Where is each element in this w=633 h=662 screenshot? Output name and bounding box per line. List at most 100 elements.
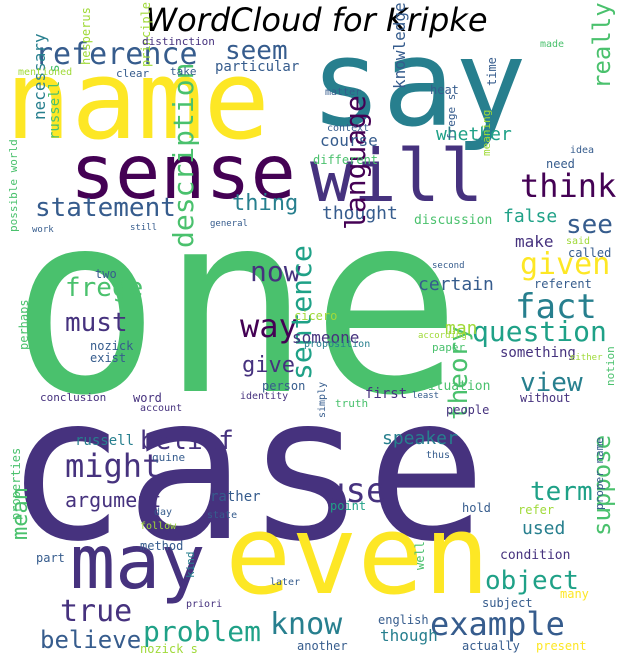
word-heat: heat [430,83,459,97]
word-account: account [140,403,183,414]
word-simply: simply [317,381,328,418]
word-course: course [320,131,378,150]
word-nozick: nozick [90,339,134,353]
word-need: need [546,157,575,171]
word-say: say [310,15,527,154]
word-given: given [520,247,611,282]
word-used: used [522,518,566,539]
chart-title: WordCloud for Kripke [145,1,488,39]
word-though: though [380,626,438,645]
word-state: state [207,510,238,521]
word-false: false [503,206,558,227]
word-really: really [588,2,616,89]
word-view: view [520,368,583,398]
word-well: well [413,541,427,570]
word-meaning: meaning [480,109,493,156]
word-present: present [536,639,587,653]
word-discussion: discussion [414,213,493,228]
word-kind: kind [184,551,197,579]
word-said: said [566,236,591,247]
word-proper-name: proper name [593,437,606,510]
word-something: something [500,345,576,361]
word-perhaps: perhaps [17,299,31,350]
word-may: may [70,518,206,606]
word-will: will [310,134,484,218]
word-according: according [418,331,467,341]
word-clear: clear [116,67,150,80]
word-now: now [250,255,301,288]
word-condition: condition [500,548,571,563]
word-time: time [485,57,499,86]
word-give: give [242,353,295,378]
word-frege-s: frege s [445,93,458,140]
word-cicero: cicero [294,309,338,323]
word-possible-world: possible world [7,139,20,232]
word-truth: truth [335,397,369,410]
word-true: true [60,594,133,629]
word-either: either [570,353,603,363]
word-refer: refer [518,503,555,517]
word-day: day [154,507,173,518]
word-certain: certain [418,274,494,295]
word-general: general [210,219,248,229]
word-thought: thought [322,203,398,224]
word-person: person [262,379,306,393]
word-made: made [540,39,565,50]
word-context: context [327,123,370,134]
word-mentioned: mentioned [18,67,73,78]
word-thing: thing [232,191,299,216]
word-people: people [446,403,490,417]
word-speaker: speaker [382,428,458,449]
word-take: take [170,65,197,78]
word-knowledge: knowledge [390,2,409,89]
word-proposition: proposition [304,339,371,350]
word-term: term [530,477,593,507]
word-rather: rather [210,489,261,505]
word-someone: someone [292,328,360,347]
word-name: name [5,36,270,164]
word-man: man [445,318,478,339]
word-later: later [270,577,301,588]
word-still: still [130,223,158,233]
word-particular: particular [215,59,300,75]
word-actually: actually [462,639,520,653]
word-might: might [65,447,162,485]
word-one: one [10,159,462,450]
word-believe: believe [40,626,142,654]
word-different: different [313,153,379,167]
word-identity: identity [240,391,289,402]
word-method: method [140,539,184,553]
word-must: must [65,308,128,338]
word-first: first [365,386,408,402]
word-english: english [378,613,429,627]
word-subject: subject [482,596,533,610]
word-follow: follow [140,521,177,532]
word-problem: problem [143,615,262,648]
word-statement: statement [35,193,176,223]
word-conclusion: conclusion [40,391,107,404]
word-hold: hold [462,501,491,515]
word-think: think [520,167,617,205]
word-make: make [515,232,554,251]
word-way: way [240,307,298,345]
word-argument: argument [65,488,162,512]
word-know: know [270,607,343,642]
word-part: part [36,551,65,565]
word-exist: exist [90,351,127,365]
word-question: question [472,315,607,348]
word-second: second [432,261,465,271]
word-object: object [485,566,579,596]
word-whether: whether [436,124,512,145]
word-even: even [225,491,490,619]
word-notion: notion [604,346,617,386]
word-many: many [560,587,589,601]
word-see: see [566,210,613,240]
word-russell: russell [75,433,135,449]
word-properties: properties [9,447,23,520]
word-idea: idea [570,145,595,156]
word-least: least [412,391,440,401]
word-thus: thus [426,450,451,461]
word-referent: referent [534,277,592,291]
word-situation: situation [420,379,491,394]
